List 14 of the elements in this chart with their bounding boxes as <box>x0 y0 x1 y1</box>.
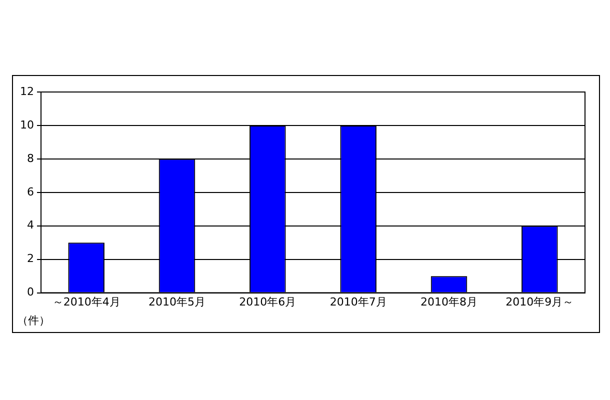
x-tick-label: 2010年7月 <box>330 295 387 308</box>
y-tick-label: 2 <box>26 252 34 266</box>
y-tick-label: 12 <box>20 84 34 98</box>
x-tick-label: 2010年9月～ <box>506 295 574 308</box>
y-tick-label: 10 <box>20 118 34 132</box>
y-tick-label: 0 <box>26 286 34 299</box>
x-tick-label: ～2010年4月 <box>52 295 120 308</box>
x-tick-label: 2010年8月 <box>420 295 478 308</box>
x-tick-label: 2010年5月 <box>148 295 206 308</box>
y-tick-label: 4 <box>26 218 34 232</box>
y-tick-label: 6 <box>26 185 34 198</box>
x-tick-label: 2010年6月 <box>239 295 296 308</box>
y-tick-label: 8 <box>26 152 34 165</box>
y-axis-title: （件） <box>17 314 50 327</box>
